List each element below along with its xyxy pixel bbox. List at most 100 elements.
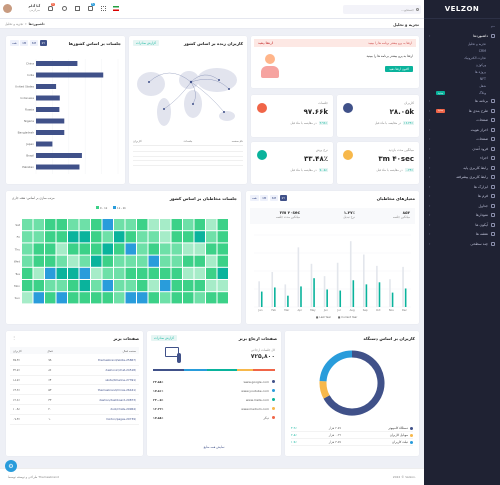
- sidebar-item-17[interactable]: رابط کاربری پیشرفته ‹: [424, 173, 500, 183]
- stat-change-value: ۱۶.۲۴٪: [402, 121, 414, 125]
- sidebar-item-21[interactable]: نمودارها ‹: [424, 211, 500, 221]
- referral-dot: [272, 380, 275, 383]
- heatmap-cell: [91, 267, 102, 279]
- referral-illustration: [161, 347, 185, 365]
- sidebar-item-2[interactable]: CRM: [424, 48, 500, 55]
- heatmap-cell: [68, 231, 79, 243]
- page-link[interactable]: /themesbrand/skote-25867: [98, 358, 136, 363]
- heatmap-cell: [171, 219, 182, 231]
- menu-icon: [491, 232, 495, 237]
- sidebar-item-0[interactable]: داشبوردها ‹: [424, 31, 500, 41]
- tab-1m[interactable]: 1M: [20, 40, 29, 46]
- sidebar-item-12[interactable]: احراز هویت ‹: [424, 125, 500, 135]
- sidebar-item-15[interactable]: اجزاء ‹: [424, 154, 500, 164]
- referral-site[interactable]: www.medium.com: [241, 406, 269, 411]
- export-referrals-button[interactable]: گزارش صادرات: [151, 335, 177, 341]
- tab-1y[interactable]: 1Y: [39, 40, 47, 46]
- page-link[interactable]: /dashon/dashboard-29873: [99, 397, 136, 402]
- sidebar-item-7[interactable]: شغل: [424, 83, 500, 90]
- sidebar-item-8[interactable]: وبلاگ جدید: [424, 90, 500, 97]
- tab-1m[interactable]: 1M: [260, 195, 269, 201]
- export-report-button[interactable]: گزارش صادرات: [133, 40, 159, 46]
- cart-icon[interactable]: [88, 6, 93, 11]
- sidebar-item-10[interactable]: طرح بندی ها جدید ‹: [424, 106, 500, 116]
- sidebar-item-5[interactable]: پروژه ها: [424, 69, 500, 76]
- tab-6m[interactable]: 6M: [29, 40, 38, 46]
- page-link[interactable]: /themesbrand/minia-26441: [97, 387, 136, 392]
- current-year-bar: [274, 287, 276, 307]
- sidebar-item-22[interactable]: آیکون ها ‹: [424, 220, 500, 230]
- sidebar-item-23[interactable]: نقشه ها ‹: [424, 230, 500, 240]
- page-link[interactable]: /skote/timeline-27391: [105, 377, 136, 382]
- moon-icon[interactable]: [62, 6, 67, 11]
- upgrade-button[interactable]: اکنون ارتقا دهید: [385, 66, 413, 72]
- referral-site[interactable]: www.meta.com: [245, 397, 269, 402]
- heatmap-cell: [56, 255, 67, 267]
- heatmap-cell: [194, 243, 205, 255]
- heatmap-cell: [102, 292, 113, 304]
- sidebar-item-4[interactable]: ورکوژن: [424, 62, 500, 69]
- country-bar: [36, 153, 82, 158]
- tab-همه[interactable]: همه: [250, 195, 259, 201]
- month-label: Jul: [336, 308, 340, 312]
- stat-value: ۳m ۴۰sec: [378, 155, 414, 163]
- sidebar-item-1[interactable]: تجزیه و تحلیل: [424, 41, 500, 48]
- current-year-bar: [391, 292, 394, 307]
- heatmap-sort[interactable]: مرتب سازی بر اساس: هفته جاری: [12, 196, 55, 200]
- chevron-icon: ‹: [429, 165, 431, 170]
- heatmap-cell: [148, 219, 159, 231]
- sidebar-item-20[interactable]: جداول ‹: [424, 201, 500, 211]
- heatmap-cell: [79, 219, 90, 231]
- sidebar-item-3[interactable]: تجارت الکترونیک: [424, 55, 500, 62]
- top-pages-card: صفحات برتر ⋮ صفحه فعال فعال کاربران /theme…: [6, 331, 143, 456]
- sidebar-item-13[interactable]: صفحات ‹: [424, 135, 500, 145]
- page-link[interactable]: /minton/pages-29739: [105, 417, 136, 422]
- upgrade-link[interactable]: ارتقا دهید: [258, 41, 273, 46]
- bell-icon[interactable]: [48, 6, 53, 11]
- sidebar-item-11[interactable]: صفحات ‹: [424, 116, 500, 126]
- last-year-bar: [349, 241, 352, 307]
- tab-همه[interactable]: همه: [10, 40, 19, 46]
- upgrade-card: ارتقا به پرو بیشتر برنامه ها را ببینید ا…: [251, 36, 419, 88]
- heatmap-cell: [79, 280, 90, 292]
- avatar[interactable]: [3, 4, 12, 13]
- heatmap-cell: [217, 243, 228, 255]
- country-sessions-card: جلسات بر اساس کشورها همه 1M 6M 1Y China Indi…: [6, 36, 125, 184]
- settings-fab[interactable]: ⚙: [5, 460, 17, 472]
- referral-site[interactable]: www.youtube.com: [241, 388, 269, 393]
- sidebar-item-16[interactable]: رابط کاربری پایه ‹: [424, 163, 500, 173]
- device-dot: [410, 426, 413, 430]
- heatmap-cell: [45, 231, 56, 243]
- stat-change: ۱۶.۲۴٪در مقایسه با ماه قبل: [375, 121, 414, 125]
- show-all-sources-link[interactable]: نمایش همه منابع: [203, 445, 225, 449]
- stat-change-value: ۳.۹۶٪: [318, 121, 328, 125]
- sidebar-item-19[interactable]: فرم ها ‹: [424, 192, 500, 202]
- apps-icon[interactable]: [101, 6, 106, 11]
- sidebar-item-6[interactable]: NFT: [424, 76, 500, 83]
- footer: طراحی و توسعه توسط Themesbrand 2022 © Ve…: [0, 468, 424, 485]
- more-icon[interactable]: ⋮: [12, 335, 16, 340]
- sidebar-item-9[interactable]: برنامه ها ‹: [424, 97, 500, 107]
- live-table-header: نام صفحه جلسات کاربران: [133, 139, 243, 146]
- page-link[interactable]: /doot/chats-29964: [110, 407, 136, 412]
- referral-site[interactable]: www.google.com: [243, 379, 269, 384]
- page-active: ۶۴: [48, 377, 52, 382]
- breadcrumb-home[interactable]: داشبوردها: [28, 22, 45, 26]
- search-input[interactable]: جستجو...: [343, 5, 421, 14]
- tab-6m[interactable]: 6M: [269, 195, 278, 201]
- tab-1y[interactable]: 1Y: [279, 195, 287, 201]
- sidebar-item-14[interactable]: فرود آمدن ‹: [424, 144, 500, 154]
- user-role: سرگرمی: [29, 8, 40, 12]
- sidebar-item-24[interactable]: چند سطحی ‹: [424, 239, 500, 249]
- flag-icon[interactable]: [113, 6, 119, 11]
- logo[interactable]: VELZON: [424, 0, 500, 19]
- new-badge: جدید: [436, 91, 446, 95]
- heatmap-cell: [102, 267, 113, 279]
- heatmap-cell: [206, 231, 217, 243]
- referral-site[interactable]: دیگر: [263, 415, 269, 420]
- sidebar-item-18[interactable]: ابزارک ها ‹: [424, 182, 500, 192]
- table-row: /dashon/dashboard-29873 ۳۳ ۱۲.۶٪: [10, 395, 139, 405]
- referral-row: www.medium.com ۱۲.۲۲٪: [153, 404, 275, 413]
- page-link[interactable]: /dashonic/chat-24518: [105, 368, 136, 373]
- fullscreen-icon[interactable]: [75, 6, 80, 11]
